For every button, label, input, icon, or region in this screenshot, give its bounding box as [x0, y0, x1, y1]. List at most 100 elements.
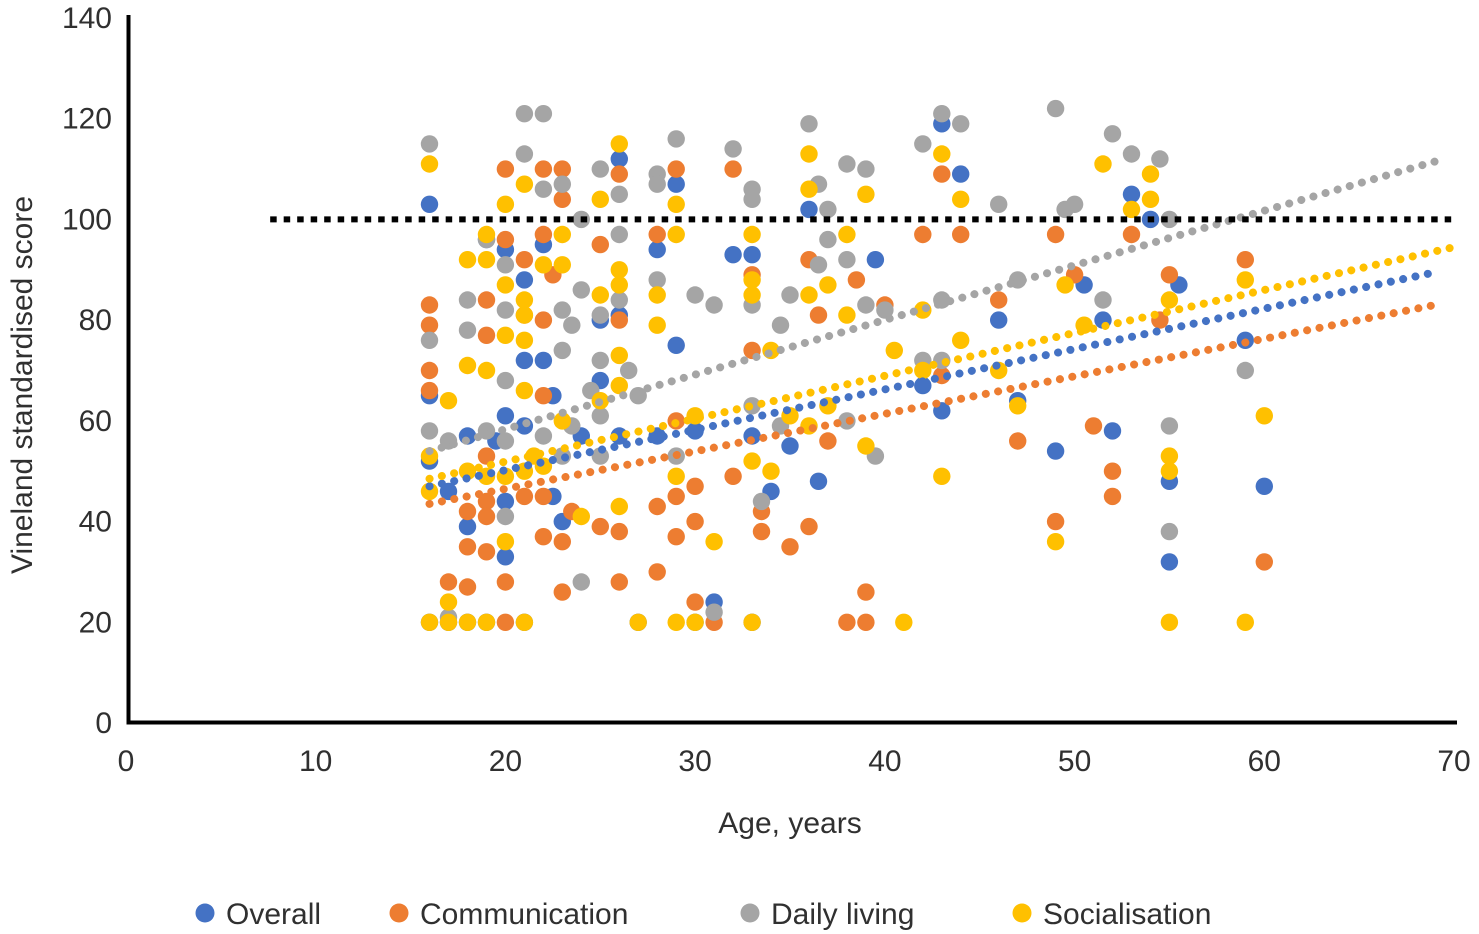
scatter-point	[553, 160, 571, 178]
scatter-point	[800, 180, 818, 198]
scatter-point	[1255, 407, 1274, 425]
scatter-point	[705, 603, 723, 621]
scatter-point	[705, 296, 723, 314]
scatter-point	[534, 180, 553, 198]
scatter-point	[1160, 462, 1179, 480]
scatter-point	[477, 507, 496, 526]
scatter-point	[515, 613, 534, 631]
legend-label: Communication	[420, 898, 628, 931]
scatter-point	[895, 613, 913, 631]
scatter-point	[990, 195, 1008, 213]
scatter-point	[819, 230, 837, 249]
scatter-point	[496, 407, 515, 425]
scatter-point	[1103, 462, 1122, 480]
scatter-point	[458, 251, 477, 269]
y-tick-label: 60	[79, 405, 112, 438]
x-tick-label: 40	[868, 745, 901, 778]
series-daily-living	[420, 99, 1255, 626]
scatter-point	[771, 316, 790, 334]
scatter-point	[420, 331, 439, 349]
scatter-point	[439, 573, 458, 591]
scatter-point	[610, 291, 628, 309]
scatter-point	[1160, 447, 1179, 465]
scatter-point	[458, 517, 477, 536]
scatter-point	[610, 522, 628, 541]
scatter-point	[610, 376, 628, 395]
trendlines-layer	[425, 157, 1458, 508]
scatter-point	[420, 195, 439, 213]
legend-marker	[195, 903, 215, 923]
scatter-point	[496, 548, 515, 566]
scatter-point	[458, 613, 477, 631]
scatter-point	[1046, 512, 1065, 531]
scatter-point	[496, 613, 515, 631]
scatter-point	[439, 593, 458, 611]
scatter-point	[610, 225, 628, 244]
scatter-point	[667, 336, 685, 354]
scatter-point	[838, 155, 856, 173]
scatter-point	[572, 507, 590, 526]
scatter-point	[591, 190, 609, 208]
scatter-point	[724, 246, 742, 264]
scatter-point	[800, 115, 818, 133]
scatter-point	[515, 271, 534, 289]
scatter-point	[1236, 613, 1255, 631]
y-tick-label: 0	[95, 707, 112, 740]
trendline-daily-living	[425, 157, 1439, 456]
scatter-point	[515, 175, 534, 193]
x-tick-label: 0	[118, 745, 135, 778]
y-tick-label: 100	[62, 203, 112, 236]
scatter-point	[496, 573, 515, 591]
scatter-point	[752, 492, 771, 511]
scatter-point	[952, 331, 970, 349]
scatter-point	[572, 573, 590, 591]
scatter-point	[933, 105, 951, 123]
scatter-point	[458, 321, 477, 339]
scatter-point	[1160, 613, 1179, 631]
scatter-point	[420, 381, 439, 400]
scatter-point	[420, 316, 439, 334]
scatter-point	[857, 613, 875, 631]
legend-marker	[740, 903, 760, 923]
scatter-point	[1160, 291, 1179, 309]
scatter-point	[534, 351, 553, 370]
scatter-point	[439, 392, 458, 410]
scatter-point	[1236, 271, 1255, 289]
scatter-point	[667, 487, 685, 506]
scatter-point	[667, 467, 685, 485]
scatter-point	[534, 225, 553, 244]
scatter-point	[724, 160, 742, 178]
scatter-point	[743, 613, 761, 631]
scatter-point	[496, 507, 515, 526]
scatter-point	[591, 286, 609, 304]
scatter-point	[610, 346, 628, 365]
scatter-point	[1046, 225, 1065, 244]
scatter-point	[781, 538, 799, 556]
scatter-point	[1122, 185, 1141, 203]
scatter-point	[420, 296, 439, 314]
scatter-point	[553, 301, 571, 319]
scatter-point	[1122, 225, 1141, 244]
scatter-point	[838, 613, 856, 631]
scatter-point	[838, 225, 856, 244]
scatter-point	[572, 281, 590, 299]
scatter-point	[515, 351, 534, 370]
scatter-point	[1009, 432, 1027, 450]
scatter-point	[496, 492, 515, 511]
scatter-point	[686, 512, 704, 531]
x-axis-ticks: 0 10 20 30 40 50 60 70	[118, 745, 1471, 778]
scatter-point	[439, 613, 458, 631]
scatter-point	[1160, 210, 1179, 229]
scatter-point	[1103, 487, 1122, 506]
scatter-point	[515, 145, 534, 163]
scatter-point	[515, 251, 534, 269]
scatter-point	[1141, 165, 1160, 183]
scatter-point	[563, 316, 581, 334]
scatter-point	[477, 251, 496, 269]
scatter-point	[667, 195, 685, 213]
legend-label: Socialisation	[1043, 898, 1211, 931]
scatter-point	[515, 306, 534, 324]
scatter-point	[420, 422, 439, 440]
scatter-point	[1103, 125, 1122, 143]
scatter-point	[857, 160, 875, 178]
